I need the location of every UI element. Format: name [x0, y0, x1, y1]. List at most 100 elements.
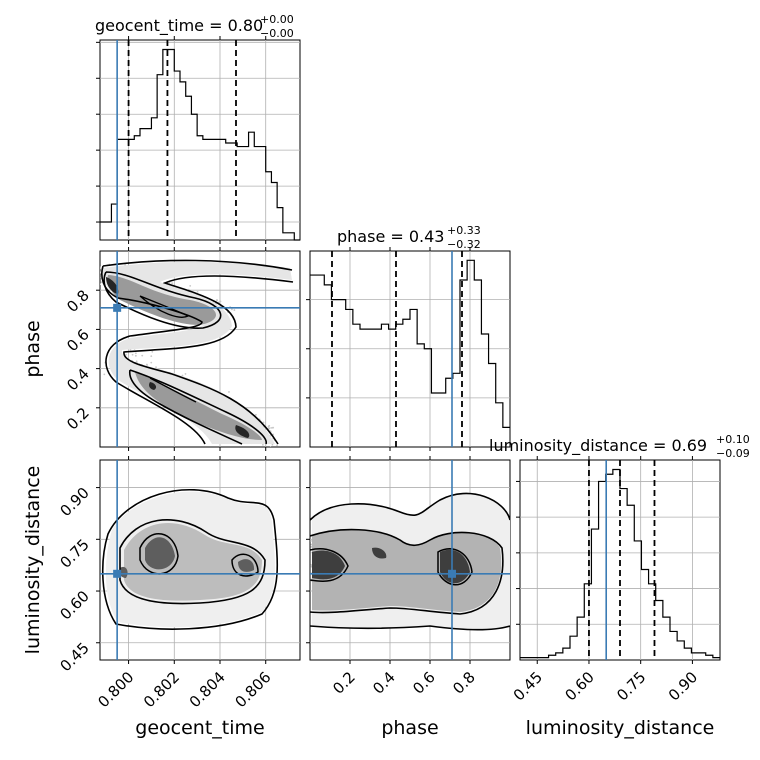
contour-line-2: [119, 519, 266, 605]
sample-point: [151, 350, 154, 353]
sample-point: [306, 604, 308, 606]
density-geocent-time-luminosity-distance: [101, 489, 279, 630]
sample-point: [100, 267, 101, 269]
sample-point: [306, 541, 308, 543]
x-tick-label: 0.804: [186, 668, 229, 711]
sample-point: [231, 308, 233, 311]
sample-point: [155, 366, 157, 369]
truth-marker: [448, 569, 456, 578]
x-tick-label: 0.802: [140, 668, 183, 711]
contour-line-1: [101, 259, 294, 445]
sample-point: [196, 291, 199, 293]
sample-point: [228, 391, 230, 393]
sample-point: [100, 281, 103, 284]
x-tick-label: 0.2: [329, 668, 359, 698]
ylabel-phase: phase: [22, 320, 44, 377]
sample-point: [135, 360, 138, 363]
sample-point: [92, 264, 94, 266]
sample-point: [310, 564, 313, 566]
xlabel-geocent-time: geocent_time: [135, 717, 264, 739]
sample-point: [307, 579, 309, 581]
sample-point: [125, 353, 127, 356]
x-tick-label: 0.8: [449, 668, 479, 698]
sample-point: [272, 426, 275, 429]
density-contour-core: [312, 547, 470, 584]
y-tick-label: 0.6: [63, 326, 93, 356]
histogram-phase: [310, 259, 510, 428]
svg-text:−0.32: −0.32: [447, 238, 481, 251]
y-tick-label: 0.45: [56, 639, 92, 675]
sample-point: [303, 588, 305, 590]
sample-point: [189, 284, 192, 287]
sample-point: [268, 427, 271, 430]
title-phase: phase = 0.43 +0.33 −0.32: [337, 224, 481, 251]
sample-point: [271, 443, 274, 446]
sample-point: [103, 373, 106, 376]
svg-text:−0.00: −0.00: [260, 27, 294, 40]
truth-marker: [113, 303, 122, 312]
density-phase-luminosity-distance: [310, 492, 510, 631]
title-luminosity-distance: luminosity_distance = 0.69 +0.10 −0.09: [489, 433, 750, 460]
svg-text:+0.00: +0.00: [260, 13, 294, 26]
sample-point: [255, 413, 257, 416]
contour-line-3: [139, 532, 259, 577]
svg-text:phase = 0.43: phase = 0.43: [337, 227, 444, 246]
y-tick-label: 0.75: [56, 535, 92, 571]
quantile-lines: [127, 40, 656, 660]
sample-point: [150, 355, 153, 358]
sample-point: [171, 282, 174, 285]
svg-text:+0.10: +0.10: [716, 433, 750, 446]
svg-text:geocent_time = 0.80: geocent_time = 0.80: [95, 16, 263, 36]
sample-point: [303, 568, 305, 570]
histogram-geocent_time: [100, 48, 300, 241]
sample-point: [184, 373, 187, 375]
y-tick-label: 0.60: [56, 587, 92, 623]
x-tick-label: 0.75: [613, 668, 649, 704]
x-tick-label: 0.806: [231, 668, 274, 711]
sample-point: [262, 421, 265, 424]
sample-point: [303, 600, 305, 602]
sample-point: [100, 279, 101, 280]
sample-point: [94, 277, 96, 279]
x-tick-label: 0.60: [561, 668, 597, 704]
sample-point: [307, 570, 309, 572]
sample-point: [219, 300, 222, 303]
y-tick-label: 0.2: [63, 404, 93, 434]
x-tick-label: 0.45: [510, 668, 546, 704]
y-tick-label: 0.4: [63, 365, 93, 395]
sample-point: [305, 548, 307, 550]
x-tick-label: 0.90: [665, 668, 701, 704]
sample-point: [267, 425, 270, 428]
xlabel-luminosity-distance: luminosity_distance: [526, 717, 715, 739]
x-tick-label: 0.4: [369, 668, 399, 698]
truth-lines: [100, 40, 608, 660]
y-tick-label: 0.90: [56, 484, 92, 520]
sample-point: [134, 354, 137, 357]
contour-line-1: [101, 489, 279, 630]
sample-point: [304, 599, 306, 601]
sample-point: [514, 568, 516, 570]
sample-point: [134, 352, 137, 355]
sample-point: [276, 444, 278, 447]
sample-point: [100, 271, 101, 274]
sample-point: [92, 273, 94, 275]
sample-point: [233, 309, 236, 311]
truth-marker: [113, 569, 122, 578]
contour-line-1: [310, 492, 510, 631]
histograms: [100, 48, 720, 659]
sample-point: [269, 446, 272, 447]
title-geocent-time: geocent_time = 0.80 +0.00 −0.00: [95, 13, 294, 40]
sample-point: [310, 540, 312, 542]
sample-point: [513, 560, 515, 562]
sample-point: [168, 281, 171, 284]
sample-point: [141, 354, 144, 357]
xlabel-phase: phase: [381, 717, 438, 739]
sample-point: [262, 443, 264, 446]
sample-point: [181, 374, 184, 377]
sample-point: [308, 594, 310, 596]
panel-hist-geocent-time: [99, 39, 301, 241]
x-tick-label: 0.6: [409, 668, 439, 698]
sample-point: [150, 361, 153, 364]
contour-line-2: [103, 271, 267, 445]
y-tick-label: 0.8: [63, 286, 93, 316]
